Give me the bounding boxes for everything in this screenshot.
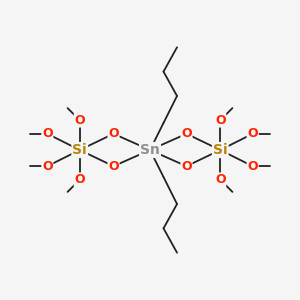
Text: O: O (215, 114, 226, 127)
Text: O: O (248, 160, 258, 173)
Text: Sn: Sn (140, 143, 160, 157)
Text: O: O (181, 160, 192, 173)
Text: Si: Si (72, 143, 87, 157)
Text: O: O (42, 160, 52, 173)
Text: O: O (74, 114, 85, 127)
Text: O: O (181, 127, 192, 140)
Text: Si: Si (213, 143, 228, 157)
Text: O: O (74, 173, 85, 186)
Text: O: O (108, 127, 119, 140)
Text: O: O (248, 127, 258, 140)
Text: O: O (215, 173, 226, 186)
Text: O: O (42, 127, 52, 140)
Text: O: O (108, 160, 119, 173)
